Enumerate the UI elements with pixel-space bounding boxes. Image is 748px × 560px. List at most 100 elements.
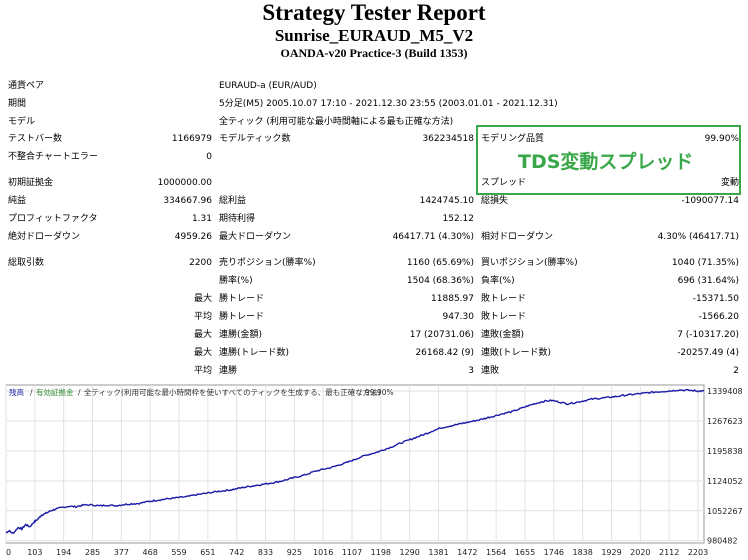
x-tick-label: 559 bbox=[171, 548, 186, 557]
y-tick-label: 980482 bbox=[707, 537, 738, 546]
max-loss-label: 敗トレード bbox=[481, 294, 527, 304]
y-tick-label: 1052267 bbox=[707, 507, 743, 516]
max-row-label: 最大 bbox=[193, 294, 212, 304]
x-tick-label: 1290 bbox=[399, 548, 419, 557]
x-tick-label: 1655 bbox=[515, 548, 535, 557]
x-tick-label: 2112 bbox=[659, 548, 679, 557]
x-tick-label: 1746 bbox=[544, 548, 564, 557]
max-cons-count-row-label: 最大 bbox=[193, 348, 212, 358]
model-label: モデル bbox=[8, 117, 36, 127]
x-tick-label: 1107 bbox=[342, 548, 362, 557]
x-tick-label: 194 bbox=[56, 548, 71, 557]
avg-cons-loss-value: 2 bbox=[733, 366, 739, 376]
max-cons-amount-row-label: 最大 bbox=[193, 330, 212, 340]
cons-loss-amount-label: 連敗(金額) bbox=[481, 330, 525, 340]
x-tick-label: 1564 bbox=[486, 548, 506, 557]
x-tick-label: 1381 bbox=[428, 548, 448, 557]
avg-cons-row-label: 平均 bbox=[193, 366, 212, 376]
loss-rate-label: 負率(%) bbox=[481, 276, 515, 286]
win-rate-value: 1504 (68.36%) bbox=[406, 276, 474, 286]
legend-separator: / bbox=[30, 388, 33, 397]
y-axis-labels: 980482 1052267 1124052 1195838 1267623 133940… bbox=[707, 387, 743, 546]
legend-model: 全ティック(利用可能な最小時間枠を使いすべてのティックを生成する、最も正確な方法… bbox=[84, 387, 381, 397]
bars-label: テストバー数 bbox=[8, 134, 63, 144]
x-tick-label: 0 bbox=[6, 548, 11, 557]
x-axis-labels: 0 103 194 285 377 468 559 651 742 833 925 1016 1107 1… bbox=[6, 548, 708, 557]
avg-win-value: 947.30 bbox=[442, 312, 475, 322]
symbol-value: EURAUD-a (EUR/AUD) bbox=[219, 81, 317, 91]
chart-grid bbox=[5, 385, 704, 543]
cons-loss-count-value: -20257.49 (4) bbox=[677, 348, 739, 358]
x-tick-label: 2203 bbox=[688, 548, 708, 557]
quality-label: モデリング品質 bbox=[481, 134, 545, 144]
highlight-frame bbox=[476, 125, 741, 195]
legend-equity: 有効証拠金 bbox=[36, 387, 74, 397]
deposit-label: 初期証拠金 bbox=[8, 178, 54, 188]
x-tick-label: 651 bbox=[200, 548, 215, 557]
mismatch-label: 不整合チャートエラー bbox=[8, 152, 98, 162]
relative-drawdown-label: 相対ドローダウン bbox=[481, 232, 554, 242]
x-tick-label: 1929 bbox=[601, 548, 621, 557]
legend-balance: 残高 bbox=[9, 387, 24, 397]
short-positions-value: 1160 (65.69%) bbox=[406, 258, 474, 268]
x-tick-label: 2020 bbox=[630, 548, 650, 557]
legend-separator: / bbox=[78, 388, 81, 397]
max-loss-value: -15371.50 bbox=[692, 294, 739, 304]
x-tick-label: 742 bbox=[229, 548, 244, 557]
x-tick-label: 285 bbox=[85, 548, 100, 557]
x-tick-label: 833 bbox=[258, 548, 273, 557]
win-rate-label: 勝率(%) bbox=[219, 276, 253, 286]
mismatch-value: 0 bbox=[206, 152, 212, 162]
cons-win-count-value: 26168.42 (9) bbox=[415, 348, 474, 358]
profit-factor-label: プロフィットファクタ bbox=[8, 214, 98, 224]
highlight-annotation: TDS変動スプレッド bbox=[518, 151, 694, 173]
net-profit-value: 334667.96 bbox=[163, 196, 212, 206]
avg-cons-loss-label: 連敗 bbox=[481, 366, 500, 376]
expected-payoff-label: 期待利得 bbox=[219, 214, 256, 224]
absolute-drawdown-value: 4959.26 bbox=[174, 232, 212, 242]
relative-drawdown-value: 4.30% (46417.71) bbox=[657, 232, 739, 242]
loss-rate-value: 696 (31.64%) bbox=[677, 276, 739, 286]
y-tick-label: 1339408 bbox=[707, 387, 743, 396]
symbol-label: 通貨ペア bbox=[8, 81, 45, 91]
avg-row-label: 平均 bbox=[193, 312, 212, 322]
avg-win-label: 勝トレード bbox=[219, 312, 265, 322]
x-tick-label: 925 bbox=[287, 548, 302, 557]
deposit-value: 1000000.00 bbox=[157, 178, 212, 188]
total-trades-label: 総取引数 bbox=[8, 258, 45, 268]
expert-name: Sunrise_EURAUD_M5_V2 bbox=[274, 26, 474, 45]
period-label: 期間 bbox=[8, 99, 27, 109]
ticks-label: モデルティック数 bbox=[219, 134, 291, 144]
model-value: 全ティック (利用可能な最小時間軸による最も正確な方法) bbox=[219, 117, 454, 127]
balance-series-line bbox=[5, 388, 705, 534]
chart-frame bbox=[5, 384, 705, 544]
y-tick-label: 1124052 bbox=[707, 477, 743, 486]
x-tick-label: 1472 bbox=[457, 548, 477, 557]
cons-loss-count-label: 連敗(トレード数) bbox=[481, 348, 552, 358]
period-value: 5分足(M5) 2005.10.07 17:10 - 2021.12.30 23… bbox=[219, 99, 558, 109]
max-win-label: 勝トレード bbox=[219, 294, 265, 304]
gross-profit-label: 総利益 bbox=[219, 196, 247, 206]
report-title: Strategy Tester Report bbox=[262, 0, 486, 25]
ticks-value: 362234518 bbox=[422, 134, 474, 144]
balance-chart: 980482 1052267 1124052 1195838 1267623 133940… bbox=[5, 384, 743, 557]
net-profit-label: 純益 bbox=[8, 196, 27, 206]
bars-value: 1166979 bbox=[171, 134, 212, 144]
avg-loss-value: -1566.20 bbox=[698, 312, 739, 322]
cons-win-amount-label: 連勝(金額) bbox=[219, 330, 263, 340]
long-positions-value: 1040 (71.35%) bbox=[671, 258, 739, 268]
expected-payoff-value: 152.12 bbox=[442, 214, 475, 224]
x-tick-label: 468 bbox=[143, 548, 158, 557]
avg-cons-win-value: 3 bbox=[468, 366, 474, 376]
y-tick-label: 1267623 bbox=[707, 417, 743, 426]
gross-loss-label: 総損失 bbox=[481, 196, 509, 206]
max-drawdown-value: 46417.71 (4.30%) bbox=[392, 232, 474, 242]
cons-loss-amount-value: 7 (-10317.20) bbox=[677, 330, 739, 340]
server-info: OANDA-v20 Practice-3 (Build 1353) bbox=[280, 46, 468, 60]
short-positions-label: 売りポジション(勝率%) bbox=[219, 258, 316, 268]
x-tick-label: 1016 bbox=[313, 548, 333, 557]
gross-profit-value: 1424745.10 bbox=[419, 196, 474, 206]
avg-cons-win-label: 連勝 bbox=[219, 366, 238, 376]
cons-win-count-label: 連勝(トレード数) bbox=[219, 348, 290, 358]
absolute-drawdown-label: 絶対ドローダウン bbox=[8, 232, 81, 242]
